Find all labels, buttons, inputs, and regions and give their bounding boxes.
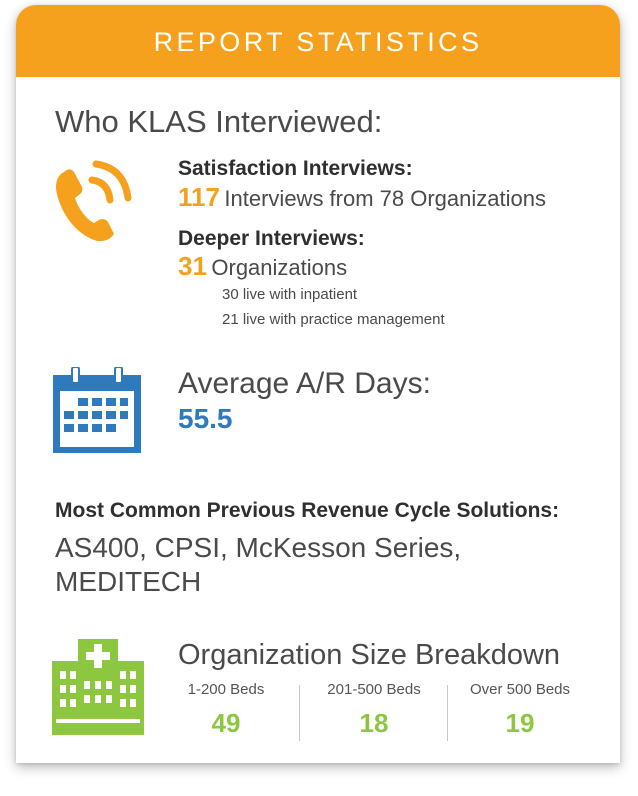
card-header: REPORT STATISTICS	[16, 5, 620, 77]
deeper-count: 31	[178, 251, 207, 281]
deeper-line: 31 Organizations	[178, 251, 347, 282]
hospital-icon	[52, 639, 144, 735]
header-title: REPORT STATISTICS	[153, 27, 483, 57]
deeper-note-practice: 21 live with practice management	[222, 311, 445, 328]
divider	[299, 685, 300, 741]
previous-solutions-line2: MEDITECH	[55, 566, 202, 597]
phone-ringing-icon	[56, 160, 132, 242]
ar-days-label: Average A/R Days:	[178, 367, 431, 400]
org-size-breakdown: 1-200 Beds 49 201-500 Beds 18 Over 500 B…	[170, 681, 590, 745]
org-size-label: 201-500 Beds	[327, 681, 421, 698]
satisfaction-count: 117	[178, 182, 220, 212]
org-size-label: Over 500 Beds	[469, 681, 571, 698]
deeper-detail: Organizations	[211, 255, 348, 280]
deeper-label: Deeper Interviews:	[178, 227, 365, 250]
org-size-col-large: Over 500 Beds 19	[456, 681, 584, 741]
org-size-col-medium: 201-500 Beds 18	[308, 681, 440, 741]
org-size-title: Organization Size Breakdown	[178, 639, 561, 671]
ar-days-value: 55.5	[178, 403, 233, 434]
org-size-col-small: 1-200 Beds 49	[170, 681, 282, 741]
previous-solutions-line1: AS400, CPSI, McKesson Series,	[55, 532, 462, 563]
org-size-value: 19	[505, 708, 535, 738]
satisfaction-line: 117 Interviews from 78 Organizations	[178, 182, 546, 213]
calendar-icon	[53, 367, 141, 453]
divider	[447, 685, 448, 741]
org-size-value: 49	[211, 708, 241, 738]
org-size-value: 18	[359, 708, 389, 738]
previous-solutions-label: Most Common Previous Revenue Cycle Solut…	[55, 499, 560, 522]
interviewed-heading: Who KLAS Interviewed:	[55, 104, 383, 139]
satisfaction-label: Satisfaction Interviews:	[178, 157, 413, 180]
deeper-note-inpatient: 30 live with inpatient	[222, 286, 358, 303]
org-size-label: 1-200 Beds	[187, 681, 265, 698]
satisfaction-detail: Interviews from 78 Organizations	[224, 186, 546, 211]
